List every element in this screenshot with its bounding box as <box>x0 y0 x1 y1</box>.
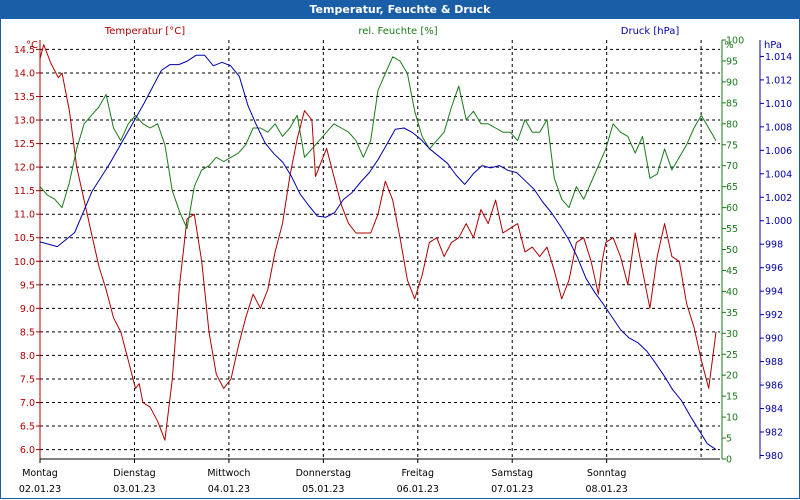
humidity-tick-label: 5 <box>726 434 732 445</box>
humidity-tick-label: 70 <box>726 161 738 172</box>
humidity-tick-label: 55 <box>726 224 738 235</box>
legend-pressure: Druck [hPa] <box>621 26 680 37</box>
unit-temp: °C <box>26 40 38 51</box>
pressure-tick-label: 986 <box>765 381 783 392</box>
chart-title: Temperatur, Feuchte & Druck <box>0 0 800 19</box>
x-label-day: Mittwoch <box>207 468 250 479</box>
humidity-tick-label: 65 <box>726 182 738 193</box>
temp-tick-label: 9.5 <box>20 280 35 291</box>
pressure-tick-label: 1.006 <box>765 146 792 157</box>
pressure-tick-label: 1.002 <box>765 193 792 204</box>
temp-tick-label: 8.0 <box>20 351 35 362</box>
x-label-date: 02.01.23 <box>19 484 61 495</box>
humidity-tick-label: 25 <box>726 350 738 361</box>
humidity-tick-label: 60 <box>726 203 738 214</box>
x-label-day: Dienstag <box>113 468 155 479</box>
x-label-day: Montag <box>22 468 58 479</box>
humidity-tick-label: 80 <box>726 119 738 130</box>
temp-tick-label: 7.5 <box>20 374 35 385</box>
pressure-tick-label: 1.000 <box>765 216 792 227</box>
unit-humidity: % <box>724 40 734 51</box>
x-label-day: Samstag <box>491 468 533 479</box>
temp-tick-label: 12.0 <box>14 163 35 174</box>
legend-temp: Temperatur [°C] <box>104 26 185 37</box>
temp-tick-label: 10.0 <box>14 257 35 268</box>
pressure-tick-label: 1.014 <box>765 52 792 63</box>
pressure-tick-label: 982 <box>765 428 783 439</box>
humidity-tick-label: 30 <box>726 329 738 340</box>
pressure-line <box>39 54 717 451</box>
humidity-tick-label: 85 <box>726 98 738 109</box>
humidity-tick-label: 45 <box>726 266 738 277</box>
x-label-date: 08.01.23 <box>586 484 628 495</box>
temp-tick-label: 7.0 <box>20 398 35 409</box>
x-label-day: Sonntag <box>587 468 626 479</box>
humidity-tick-label: 10 <box>726 413 738 424</box>
temperature-line <box>39 44 717 441</box>
pressure-tick-label: 992 <box>765 310 783 321</box>
temp-tick-label: 6.5 <box>20 422 35 433</box>
temp-tick-label: 11.5 <box>14 186 35 197</box>
x-label-day: Freitag <box>402 468 435 479</box>
temp-tick-label: 9.0 <box>20 304 35 315</box>
grid-layer <box>40 40 720 459</box>
x-label-date: 07.01.23 <box>491 484 533 495</box>
humidity-tick-label: 90 <box>726 77 738 88</box>
pressure-tick-label: 1.012 <box>765 75 792 86</box>
pressure-tick-label: 998 <box>765 240 783 251</box>
temp-tick-label: 10.5 <box>14 233 35 244</box>
humidity-tick-label: 0 <box>726 455 732 466</box>
humidity-tick-label: 20 <box>726 371 738 382</box>
pressure-tick-label: 994 <box>765 287 783 298</box>
temp-tick-label: 13.5 <box>14 92 35 103</box>
temp-tick-label: 11.0 <box>14 210 35 221</box>
axis-layer: 6.0 6.5 7.0 7.5 8.0 8.5 9.0 9.5 10.0 10.5 11.0 11.5… <box>14 36 792 496</box>
pressure-tick-label: 1.010 <box>765 99 792 110</box>
pressure-tick-label: 980 <box>765 451 783 462</box>
temp-tick-label: 13.0 <box>14 116 35 127</box>
pressure-tick-label: 1.008 <box>765 122 792 133</box>
humidity-tick-label: 50 <box>726 245 738 256</box>
pressure-tick-label: 984 <box>765 404 783 415</box>
temp-tick-label: 8.5 <box>20 327 35 338</box>
x-label-date: 05.01.23 <box>302 484 344 495</box>
humidity-line <box>39 56 717 229</box>
pressure-tick-label: 1.004 <box>765 169 792 180</box>
humidity-tick-label: 100 <box>726 36 744 47</box>
unit-pressure: hPa <box>764 40 782 51</box>
humidity-tick-label: 15 <box>726 392 738 403</box>
temp-tick-label: 14.0 <box>14 68 35 79</box>
temp-tick-label: 12.5 <box>14 139 35 150</box>
pressure-tick-label: 990 <box>765 334 783 345</box>
x-label-date: 03.01.23 <box>113 484 155 495</box>
humidity-tick-label: 40 <box>726 287 738 298</box>
humidity-tick-label: 95 <box>726 56 738 67</box>
humidity-tick-label: 35 <box>726 308 738 319</box>
x-label-date: 04.01.23 <box>208 484 250 495</box>
humidity-tick-label: 75 <box>726 140 738 151</box>
pressure-tick-label: 988 <box>765 357 783 368</box>
x-label-date: 06.01.23 <box>397 484 439 495</box>
temp-tick-label: 6.0 <box>20 445 35 456</box>
x-label-day: Donnerstag <box>296 468 351 479</box>
legend-humidity: rel. Feuchte [%] <box>358 26 437 37</box>
temp-tick-label: 14.5 <box>14 45 35 56</box>
series-layer <box>39 44 717 451</box>
pressure-tick-label: 996 <box>765 263 783 274</box>
